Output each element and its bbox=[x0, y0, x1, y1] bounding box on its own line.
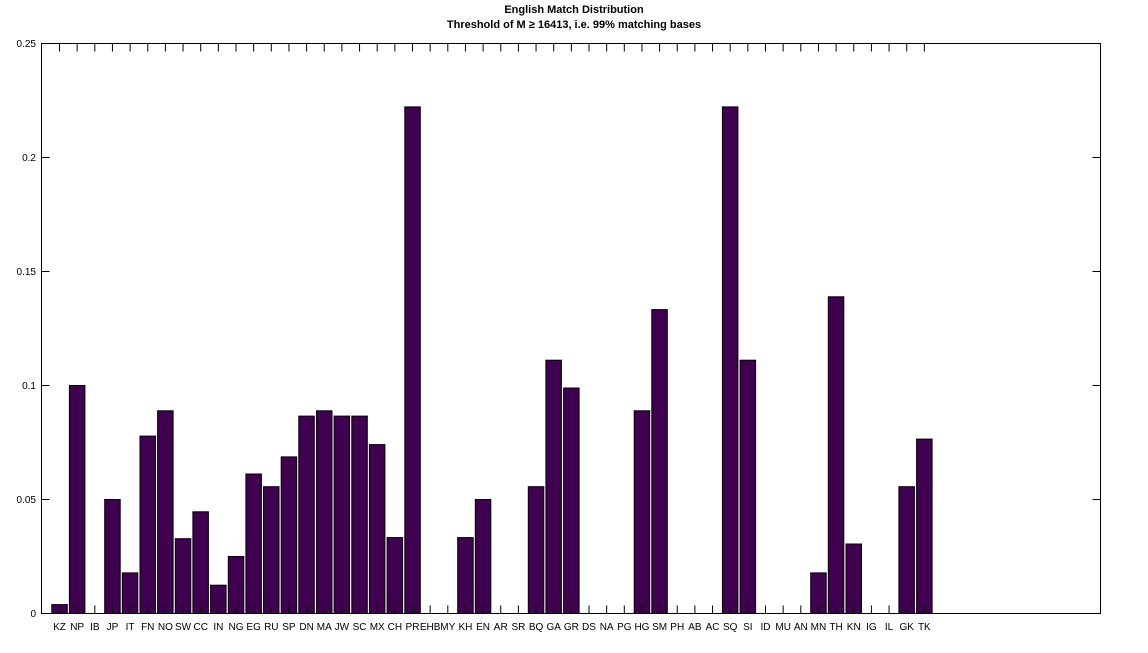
bar-ma bbox=[316, 410, 333, 614]
bar-kh bbox=[457, 537, 474, 614]
ticks-layer bbox=[41, 43, 1101, 614]
x-tick-label: IG bbox=[866, 622, 877, 633]
bar-cc bbox=[192, 511, 209, 614]
x-tick-label: JP bbox=[107, 622, 119, 633]
x-tick-label: MX bbox=[370, 622, 385, 633]
bar-hg bbox=[633, 410, 651, 614]
y-tick-label: 0.25 bbox=[17, 39, 37, 50]
x-tick-label: GK bbox=[899, 622, 914, 633]
x-tick-label: SQ bbox=[723, 622, 738, 633]
x-tick-label: RU bbox=[264, 622, 278, 633]
bar-sw bbox=[174, 538, 192, 615]
y-tick-label: 0.15 bbox=[17, 267, 37, 278]
bar-tk bbox=[916, 438, 933, 614]
bar-dn bbox=[298, 415, 315, 614]
x-tick-label: PH bbox=[670, 622, 684, 633]
bar-en bbox=[474, 499, 492, 614]
x-tick-label: DS bbox=[582, 622, 596, 633]
y-tick-label: 0.05 bbox=[17, 495, 37, 506]
chart-title: English Match Distribution bbox=[504, 4, 644, 16]
x-tick-label: BQ bbox=[529, 622, 544, 633]
x-tick-label: HG bbox=[634, 622, 649, 633]
x-tick-label: IN bbox=[213, 622, 223, 633]
x-tick-label: JW bbox=[335, 622, 350, 633]
x-tick-label: DN bbox=[299, 622, 313, 633]
x-tick-label: NA bbox=[600, 622, 614, 633]
bar-ng bbox=[227, 556, 245, 614]
x-tick-label: FN bbox=[141, 622, 154, 633]
bar-gk bbox=[898, 486, 915, 615]
x-tick-label: MU bbox=[775, 622, 791, 633]
bar-np bbox=[68, 385, 86, 614]
bar-th bbox=[827, 296, 845, 614]
bar-sc bbox=[351, 415, 368, 614]
x-tick-label: GR bbox=[564, 622, 579, 633]
x-tick-label: AN bbox=[794, 622, 808, 633]
x-tick-label: TH bbox=[829, 622, 842, 633]
x-tick-label: MY bbox=[440, 622, 455, 633]
bar-eg bbox=[245, 473, 262, 614]
y-tick-label: 0.1 bbox=[22, 381, 36, 392]
x-tick-label: CH bbox=[388, 622, 402, 633]
bar-sm bbox=[651, 309, 668, 614]
x-tick-label: NG bbox=[229, 622, 244, 633]
x-tick-label: EN bbox=[476, 622, 490, 633]
x-tick-label: AB bbox=[688, 622, 702, 633]
x-tick-label: SW bbox=[175, 622, 192, 633]
bar-ru bbox=[263, 486, 280, 615]
x-tick-label: ID bbox=[761, 622, 771, 633]
x-tick-label: IT bbox=[126, 622, 135, 633]
x-tick-label: EG bbox=[246, 622, 261, 633]
x-tick-label: KH bbox=[458, 622, 472, 633]
bar-ga bbox=[545, 359, 562, 615]
x-tick-label: SM bbox=[652, 622, 667, 633]
bar-si bbox=[739, 359, 757, 615]
x-tick-label: GA bbox=[546, 622, 561, 633]
x-tick-label: TK bbox=[918, 622, 931, 633]
x-tick-label: AC bbox=[706, 622, 720, 633]
x-tick-label: AR bbox=[494, 622, 508, 633]
x-tick-label: IB bbox=[90, 622, 100, 633]
bar-bq bbox=[527, 486, 545, 615]
x-tick-label: MA bbox=[317, 622, 332, 633]
bar-jp bbox=[104, 499, 121, 614]
y-tick-label: 0.2 bbox=[22, 153, 36, 164]
x-tick-label: PG bbox=[617, 622, 632, 633]
bar-sq bbox=[721, 106, 739, 615]
x-tick-label: SR bbox=[511, 622, 525, 633]
x-tick-label: SI bbox=[743, 622, 752, 633]
bar-no bbox=[157, 410, 174, 614]
bar-gr bbox=[563, 387, 580, 614]
labels-layer: KZ NP IB JP IT FN NO SW CC IN NG EG RU SP DN MA JW SC MX CH… bbox=[17, 39, 932, 633]
x-tick-label: IL bbox=[885, 622, 894, 633]
x-tick-label: KZ bbox=[53, 622, 66, 633]
bar-sp bbox=[280, 456, 298, 614]
bars-layer bbox=[51, 106, 933, 615]
bar-mx bbox=[368, 444, 386, 614]
x-tick-label: SP bbox=[282, 622, 296, 633]
x-tick-label: KN bbox=[847, 622, 861, 633]
bar-fn bbox=[139, 435, 156, 614]
x-tick-label: MN bbox=[811, 622, 827, 633]
x-tick-label: SC bbox=[353, 622, 367, 633]
x-tick-label: EHB bbox=[420, 622, 441, 633]
bar-kn bbox=[845, 543, 862, 614]
chart-subtitle: Threshold of M ≥ 16413, i.e. 99% matchin… bbox=[446, 19, 702, 31]
x-tick-label: NO bbox=[158, 622, 173, 633]
bar-pr bbox=[404, 106, 421, 615]
bar-jw bbox=[333, 415, 351, 614]
bar-ch bbox=[386, 537, 404, 614]
y-tick-label: 0 bbox=[30, 609, 36, 620]
x-tick-label: PR bbox=[406, 622, 420, 633]
x-tick-label: NP bbox=[70, 622, 84, 633]
x-tick-label: CC bbox=[193, 622, 207, 633]
